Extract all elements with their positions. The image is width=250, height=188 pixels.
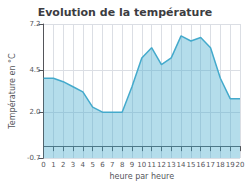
svg-text:1: 1 <box>51 161 55 169</box>
svg-text:5: 5 <box>90 161 94 169</box>
svg-text:4.5: 4.5 <box>29 66 40 74</box>
svg-text:16: 16 <box>196 161 205 169</box>
svg-text:2: 2 <box>61 161 65 169</box>
svg-text:10: 10 <box>137 161 146 169</box>
svg-text:12: 12 <box>157 161 166 169</box>
svg-text:11: 11 <box>147 161 156 169</box>
svg-text:15: 15 <box>186 161 195 169</box>
svg-text:Température en °C: Température en °C <box>7 53 17 130</box>
svg-text:17: 17 <box>206 161 215 169</box>
svg-text:19: 19 <box>226 161 235 169</box>
svg-text:8: 8 <box>120 161 124 169</box>
svg-text:13: 13 <box>167 161 176 169</box>
svg-text:Evolution de la température: Evolution de la température <box>38 6 213 19</box>
svg-text:6: 6 <box>100 161 105 169</box>
svg-text:7: 7 <box>110 161 114 169</box>
svg-text:18: 18 <box>216 161 225 169</box>
svg-text:2.0: 2.0 <box>29 108 40 116</box>
svg-text:heure par heure: heure par heure <box>109 172 174 181</box>
svg-text:9: 9 <box>130 161 134 169</box>
svg-text:7.2: 7.2 <box>29 20 40 28</box>
svg-text:14: 14 <box>177 161 186 169</box>
svg-text:3: 3 <box>71 161 75 169</box>
svg-text:-0.7: -0.7 <box>27 154 41 162</box>
svg-text:20: 20 <box>236 161 245 169</box>
svg-text:4: 4 <box>81 161 86 169</box>
svg-text:0: 0 <box>41 161 45 169</box>
